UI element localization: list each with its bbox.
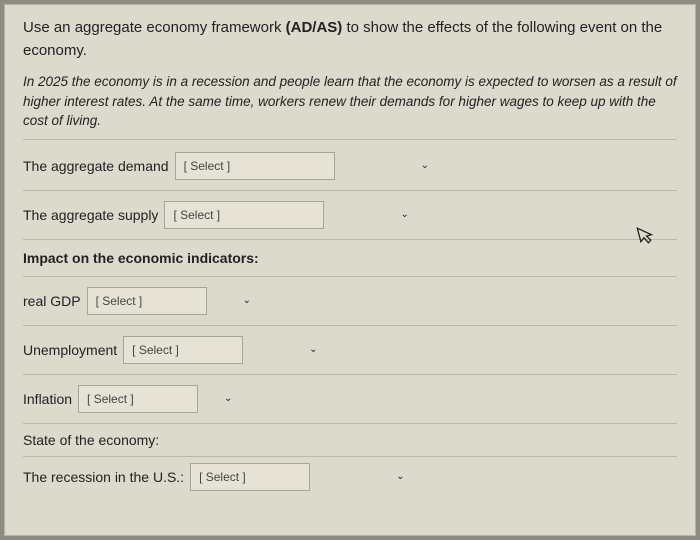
select-placeholder-text: [ Select ] bbox=[199, 470, 301, 484]
select-placeholder-text: [ Select ] bbox=[132, 343, 234, 357]
label-aggregate-supply: The aggregate supply bbox=[23, 207, 158, 223]
label-unemployment: Unemployment bbox=[23, 342, 117, 358]
chevron-down-icon: ⌄ bbox=[421, 160, 429, 171]
row-aggregate-supply: The aggregate supply [ Select ] ⌄ bbox=[23, 191, 677, 240]
select-real-gdp[interactable]: [ Select ] bbox=[87, 287, 207, 315]
label-inflation: Inflation bbox=[23, 391, 72, 407]
instruction-bold: (AD/AS) bbox=[286, 19, 343, 36]
chevron-down-icon: ⌄ bbox=[309, 344, 317, 355]
row-aggregate-demand: The aggregate demand [ Select ] ⌄ bbox=[23, 142, 677, 191]
instruction-prefix: Use an aggregate economy framework bbox=[23, 19, 286, 36]
chevron-down-icon: ⌄ bbox=[396, 471, 404, 482]
select-placeholder-text: [ Select ] bbox=[96, 294, 198, 308]
label-aggregate-demand: The aggregate demand bbox=[23, 158, 169, 174]
select-placeholder-text: [ Select ] bbox=[184, 159, 326, 173]
impact-header-row: Impact on the economic indicators: bbox=[23, 240, 677, 277]
scenario-text: In 2025 the economy is in a recession an… bbox=[23, 72, 677, 140]
question-page: Use an aggregate economy framework (AD/A… bbox=[4, 4, 696, 536]
row-recession: The recession in the U.S.: [ Select ] ⌄ bbox=[23, 457, 677, 501]
label-real-gdp: real GDP bbox=[23, 293, 81, 309]
select-aggregate-demand[interactable]: [ Select ] bbox=[175, 152, 335, 180]
label-state-header: State of the economy: bbox=[23, 432, 159, 448]
chevron-down-icon: ⌄ bbox=[243, 295, 251, 306]
select-aggregate-supply[interactable]: [ Select ] bbox=[164, 201, 324, 229]
row-inflation: Inflation [ Select ] ⌄ bbox=[23, 375, 677, 424]
instruction-text: Use an aggregate economy framework (AD/A… bbox=[23, 17, 677, 62]
row-unemployment: Unemployment [ Select ] ⌄ bbox=[23, 326, 677, 375]
select-unemployment[interactable]: [ Select ] bbox=[123, 336, 243, 364]
chevron-down-icon: ⌄ bbox=[224, 393, 232, 404]
label-impact-header: Impact on the economic indicators: bbox=[23, 250, 259, 266]
select-inflation[interactable]: [ Select ] bbox=[78, 385, 198, 413]
row-real-gdp: real GDP [ Select ] ⌄ bbox=[23, 277, 677, 326]
select-placeholder-text: [ Select ] bbox=[173, 208, 315, 222]
label-recession: The recession in the U.S.: bbox=[23, 469, 184, 485]
chevron-down-icon: ⌄ bbox=[400, 209, 408, 220]
state-header-row: State of the economy: bbox=[23, 424, 677, 457]
select-placeholder-text: [ Select ] bbox=[87, 392, 189, 406]
select-recession[interactable]: [ Select ] bbox=[190, 463, 310, 491]
